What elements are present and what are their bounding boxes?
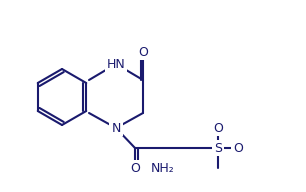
Text: HN: HN (106, 57, 125, 70)
Text: O: O (233, 142, 243, 155)
Text: NH₂: NH₂ (151, 161, 175, 175)
Text: O: O (213, 122, 223, 135)
Text: O: O (130, 161, 140, 175)
Text: S: S (214, 142, 222, 155)
Text: N: N (111, 122, 121, 135)
Text: O: O (138, 46, 148, 59)
